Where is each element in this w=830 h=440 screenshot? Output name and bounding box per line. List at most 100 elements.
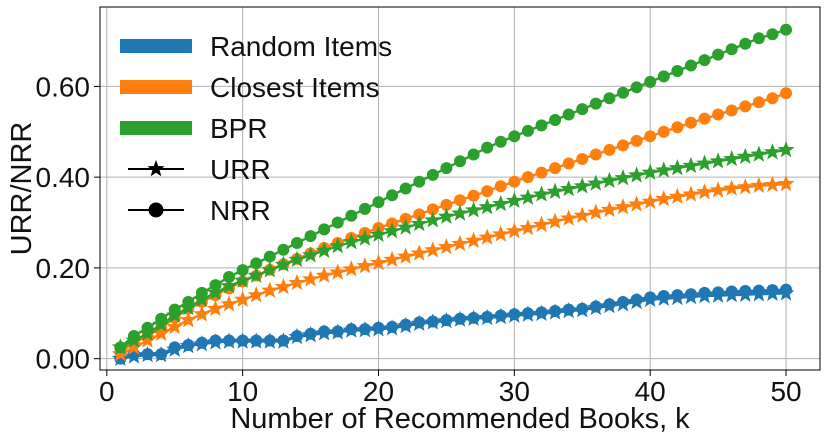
data-point <box>763 175 782 193</box>
legend: Random Items Closest Items BPR URR NRR <box>120 31 392 226</box>
data-point <box>478 228 496 245</box>
data-point <box>342 321 360 338</box>
data-point <box>465 309 483 327</box>
legend-swatch <box>120 80 192 94</box>
data-point <box>752 96 765 109</box>
data-point <box>318 223 331 236</box>
data-point <box>668 187 686 204</box>
ticks: 0 10 20 30 40 50 0.00 0.20 0.40 0.60 <box>36 71 802 407</box>
data-point <box>315 266 333 283</box>
data-point <box>478 308 496 326</box>
data-point <box>521 124 534 137</box>
data-point <box>519 218 537 236</box>
data-point <box>424 211 442 228</box>
data-point <box>641 163 659 180</box>
data-point <box>179 336 197 354</box>
data-point <box>508 175 521 188</box>
x-tick-label: 20 <box>363 376 394 407</box>
data-point <box>152 346 170 363</box>
data-point <box>603 143 616 156</box>
data-point <box>397 247 415 264</box>
data-point <box>600 200 618 218</box>
data-point <box>234 332 252 349</box>
data-point <box>125 347 143 364</box>
data-point <box>750 285 768 302</box>
data-point <box>695 183 714 200</box>
data-point <box>247 332 265 349</box>
data-point <box>600 297 618 314</box>
data-point <box>383 222 401 239</box>
data-point <box>356 229 374 246</box>
data-point <box>234 271 252 288</box>
data-point <box>628 292 646 310</box>
data-point <box>684 59 697 72</box>
data-point <box>451 204 469 221</box>
x-tick-label: 50 <box>770 376 801 407</box>
data-point <box>302 246 320 263</box>
data-point <box>138 331 157 348</box>
data-point <box>193 290 211 307</box>
data-point <box>494 135 507 148</box>
data-point <box>698 112 711 125</box>
data-point <box>138 346 157 363</box>
data-point <box>644 75 657 88</box>
data-point <box>440 198 453 211</box>
data-point <box>641 192 659 209</box>
data-point <box>454 155 466 168</box>
data-point <box>329 323 347 340</box>
data-point <box>451 234 469 252</box>
data-point <box>220 295 238 312</box>
plot-frame <box>99 6 821 371</box>
data-point <box>576 103 589 116</box>
data-point <box>600 171 618 189</box>
data-point <box>560 209 578 226</box>
data-point <box>166 317 184 335</box>
data-point <box>193 335 211 352</box>
data-point <box>179 298 197 316</box>
data-point <box>617 86 630 99</box>
data-point <box>630 134 643 147</box>
data-point <box>505 222 523 239</box>
data-point <box>630 81 643 94</box>
data-point <box>736 285 754 302</box>
data-point <box>166 306 184 323</box>
legend-label: Random Items <box>210 31 392 62</box>
data-point <box>383 250 401 268</box>
data-point <box>478 198 496 215</box>
data-point <box>369 253 388 271</box>
data-point <box>535 166 548 179</box>
legend-label: URR <box>210 154 271 185</box>
data-point <box>437 312 455 329</box>
data-point <box>725 104 738 117</box>
data-point <box>641 290 659 307</box>
data-point <box>763 284 782 302</box>
data-point <box>709 181 727 198</box>
data-point <box>410 244 428 261</box>
data-point <box>288 250 306 268</box>
data-point <box>723 150 741 167</box>
data-point <box>290 236 303 249</box>
data-point <box>467 189 480 202</box>
data-point <box>587 174 605 191</box>
data-point <box>236 264 249 277</box>
data-point <box>682 156 700 174</box>
data-point <box>220 277 238 294</box>
data-point <box>304 230 317 243</box>
legend-swatch <box>120 121 192 135</box>
data-point <box>562 108 575 121</box>
data-point <box>413 208 426 221</box>
data-point <box>709 152 727 169</box>
legend-item-closest-items: Closest Items <box>120 72 380 103</box>
data-point <box>111 338 129 355</box>
data-point <box>125 331 143 348</box>
data-point <box>481 185 494 198</box>
data-point <box>437 207 455 224</box>
data-point <box>562 157 575 170</box>
data-point <box>560 179 578 197</box>
data-point <box>671 64 684 77</box>
data-point <box>372 196 385 209</box>
x-tick-label: 10 <box>227 376 258 407</box>
data-point <box>331 216 344 229</box>
data-point <box>410 314 428 331</box>
